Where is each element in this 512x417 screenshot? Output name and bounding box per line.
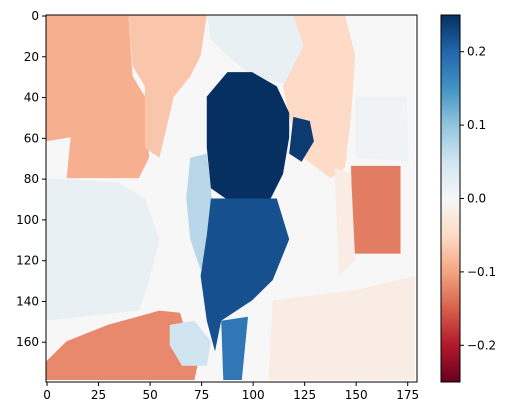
colorbar-tick-label: 0.0 xyxy=(467,192,486,206)
plot-area xyxy=(46,15,415,380)
y-tick-label: 40 xyxy=(24,91,39,105)
y-tick-label: 120 xyxy=(16,254,39,268)
colorbar xyxy=(440,14,461,383)
x-tick-label: 0 xyxy=(43,388,51,402)
colorbar-axis: 0.2 0.1 0.0 −0.1 −0.2 xyxy=(460,45,496,352)
colorbar-tick-label: −0.1 xyxy=(467,265,496,279)
y-tick-label: 160 xyxy=(16,335,39,349)
heatmap-region-bottom-right xyxy=(268,276,415,380)
x-tick-label: 125 xyxy=(293,388,316,402)
y-tick-label: 100 xyxy=(16,213,39,227)
colorbar-tick-label: 0.2 xyxy=(467,45,486,59)
heatmap-region-upper-middle-left xyxy=(128,15,207,158)
heatmap-region-right-light xyxy=(355,96,409,162)
x-tick-label: 75 xyxy=(194,388,209,402)
colorbar-tick-label: 0.1 xyxy=(467,118,486,132)
heatmap-region-right-band xyxy=(334,167,356,276)
heatmap-region-center-right-blob xyxy=(289,116,314,162)
x-tick-label: 175 xyxy=(396,388,419,402)
y-tick-label: 80 xyxy=(24,172,39,186)
colorbar-tick-label: −0.2 xyxy=(467,338,496,352)
x-tick-label: 25 xyxy=(91,388,106,402)
y-tick-label: 140 xyxy=(16,294,39,308)
plot-frame xyxy=(45,14,418,383)
x-tick-label: 50 xyxy=(142,388,157,402)
x-axis: 0 25 50 75 100 125 150 175 xyxy=(43,382,419,402)
y-tick-label: 20 xyxy=(24,50,39,64)
x-tick-label: 100 xyxy=(242,388,265,402)
y-tick-label: 0 xyxy=(31,9,39,23)
heatmap-region-center-lower xyxy=(200,198,290,352)
y-axis: 0 20 40 60 80 100 120 140 160 xyxy=(16,9,46,349)
heatmap-region-bottom-stripe xyxy=(221,316,248,380)
x-tick-label: 150 xyxy=(345,388,368,402)
y-tick-label: 60 xyxy=(24,131,39,145)
heatmap-region-bottom-left xyxy=(46,310,201,380)
heatmap-region-upper-left xyxy=(46,15,150,179)
heatmap-region-left-middle xyxy=(46,178,160,321)
heatmap-region-bottom-center-light xyxy=(169,320,211,366)
heatmap-region-center-body xyxy=(206,72,290,203)
heatmap-region-right-block xyxy=(351,165,401,254)
